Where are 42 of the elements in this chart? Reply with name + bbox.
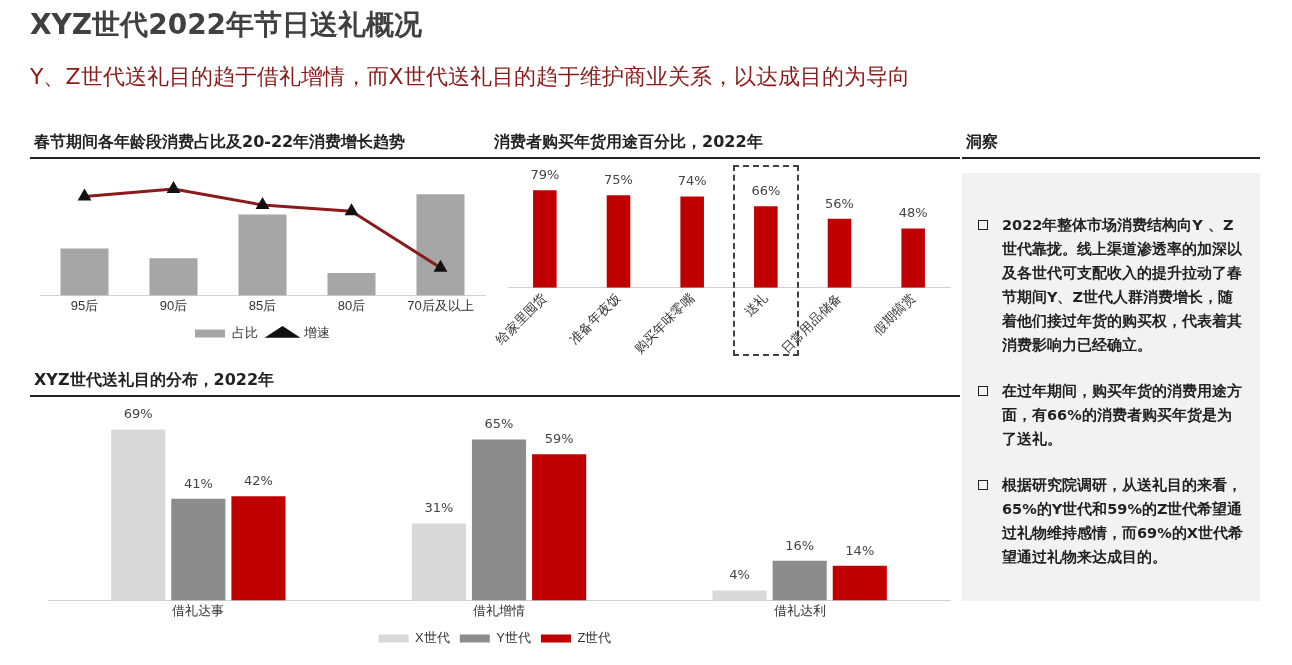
x-tick-label: 假期犒赏 — [870, 290, 918, 338]
text: 2022年整体市场消费结构向Y 、Z世代靠拢。线上渠道渗透率的加深以及各世代可支配收入的提升拉动了春节期间Y、Z世代人群消费增长，随着他们接过年货的购买权，代表着其消费影响力已经确立。 — [1002, 217, 1242, 353]
data-label: 56% — [825, 195, 854, 211]
text: Y、Z世代送礼目的趋于借礼增情，而X世代送礼目的趋于维护商业关系，以达成目的为导向 — [30, 63, 910, 91]
data-label: 75% — [604, 172, 633, 188]
data-label: 74% — [677, 173, 707, 189]
legend-label: 增速 — [303, 325, 330, 341]
x-tick-label: 80后 — [337, 297, 366, 313]
data-label: 16% — [785, 537, 815, 553]
data-label: 59% — [544, 431, 574, 447]
x-tick-label: 70后及以上 — [407, 297, 474, 313]
data-label: 4% — [729, 567, 750, 583]
legend-label: X世代 — [415, 630, 450, 646]
chart-title: 消费者购买年货用途百分比，2022年 — [490, 132, 960, 159]
x-tick-label: 购买年味零嘴 — [631, 290, 697, 357]
data-label: 14% — [845, 542, 875, 558]
data-label: 65% — [484, 416, 514, 432]
data-label: 69% — [123, 406, 153, 422]
text: 根据研究院调研，从送礼目的来看，65%的Y世代和59%的Z世代希望通过礼物维持感情，而69%的X世代希望通过礼物来达成目的。 — [1002, 477, 1243, 565]
data-label: 48% — [898, 205, 928, 221]
x-tick-label: 借礼达事 — [172, 602, 225, 618]
x-tick-label: 送礼 — [741, 290, 771, 320]
x-tick-label: 85后 — [248, 297, 277, 313]
chart-title: XYZ世代送礼目的分布，2022年 — [30, 370, 960, 397]
text: 洞察 — [962, 132, 1260, 159]
text: 在过年期间，购买年货的消费用途方面，有66%的消费者购买年货是为了送礼。 — [1002, 383, 1242, 447]
data-label: 79% — [530, 167, 560, 183]
data-label: 31% — [424, 500, 454, 516]
text: XYZ世代2022年节日送礼概况 — [30, 7, 423, 43]
x-tick-label: 借礼达利 — [773, 602, 826, 618]
x-tick-label: 给家里囤货 — [492, 290, 550, 347]
data-label: 66% — [751, 183, 781, 199]
data-label: 41% — [183, 475, 213, 491]
x-tick-label: 借礼增情 — [473, 602, 525, 618]
legend-label: Z世代 — [577, 630, 612, 646]
x-tick-label: 95后 — [70, 297, 99, 313]
x-tick-label: 准备年夜饭 — [566, 290, 624, 347]
data-label: 42% — [244, 473, 273, 489]
legend-label: 占比 — [231, 325, 258, 341]
legend-label: Y世代 — [496, 630, 531, 646]
chart-title: 春节期间各年龄段消费占比及20-22年消费增长趋势 — [30, 132, 495, 159]
x-tick-label: 90后 — [159, 297, 188, 313]
